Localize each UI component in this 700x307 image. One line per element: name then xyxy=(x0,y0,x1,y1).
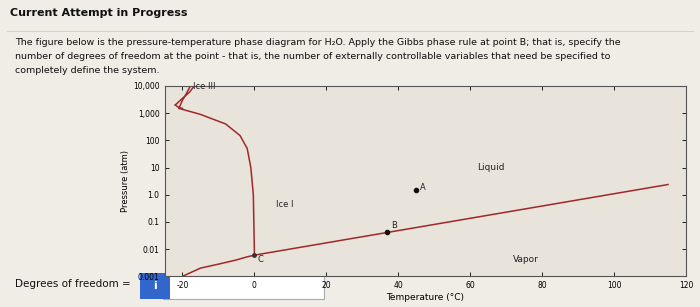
Text: C: C xyxy=(258,255,263,264)
Text: Current Attempt in Progress: Current Attempt in Progress xyxy=(10,8,188,18)
Y-axis label: Pressure (atm): Pressure (atm) xyxy=(121,150,130,212)
FancyBboxPatch shape xyxy=(140,273,170,299)
Text: Ice I: Ice I xyxy=(276,200,293,209)
Text: The figure below is the pressure-temperature phase diagram for H₂O. Apply the Gi: The figure below is the pressure-tempera… xyxy=(15,38,621,47)
Text: B: B xyxy=(391,221,397,230)
Text: A: A xyxy=(420,183,426,192)
Text: Ice III: Ice III xyxy=(193,82,216,91)
FancyBboxPatch shape xyxy=(163,273,324,299)
Text: Vapor: Vapor xyxy=(513,255,539,263)
Text: completely define the system.: completely define the system. xyxy=(15,66,160,75)
Text: i: i xyxy=(153,281,157,290)
Text: Degrees of freedom =: Degrees of freedom = xyxy=(15,279,131,289)
Text: number of degrees of freedom at the point - that is, the number of externally co: number of degrees of freedom at the poin… xyxy=(15,52,611,61)
X-axis label: Temperature (°C): Temperature (°C) xyxy=(386,293,464,302)
Text: Liquid: Liquid xyxy=(477,163,505,172)
